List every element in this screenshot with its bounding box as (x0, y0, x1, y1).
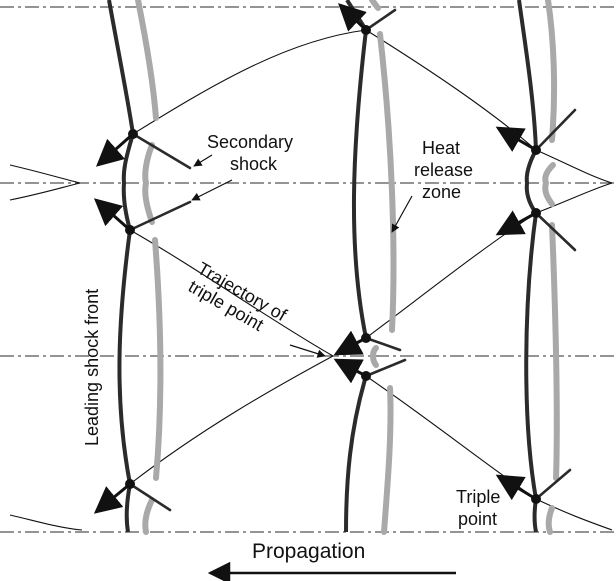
triple-point-trajectories (10, 30, 612, 530)
leading-shock-front-label: Leading shock front (82, 289, 102, 446)
heat-release-label-2: release (414, 160, 473, 180)
propagation-label: Propagation (252, 540, 365, 563)
heat-release-label-1: Heat (422, 138, 460, 158)
triple-point-arrows (96, 5, 536, 512)
secondary-shock-label-1: Secondary (207, 132, 293, 152)
centerlines (0, 7, 616, 532)
heat-release-label-3: zone (422, 182, 461, 202)
label-leaders (192, 155, 412, 356)
secondary-shock-label-2: shock (230, 154, 278, 174)
triple-point-label-2: point (458, 509, 497, 529)
triple-point-label-1: Triple (456, 487, 500, 507)
